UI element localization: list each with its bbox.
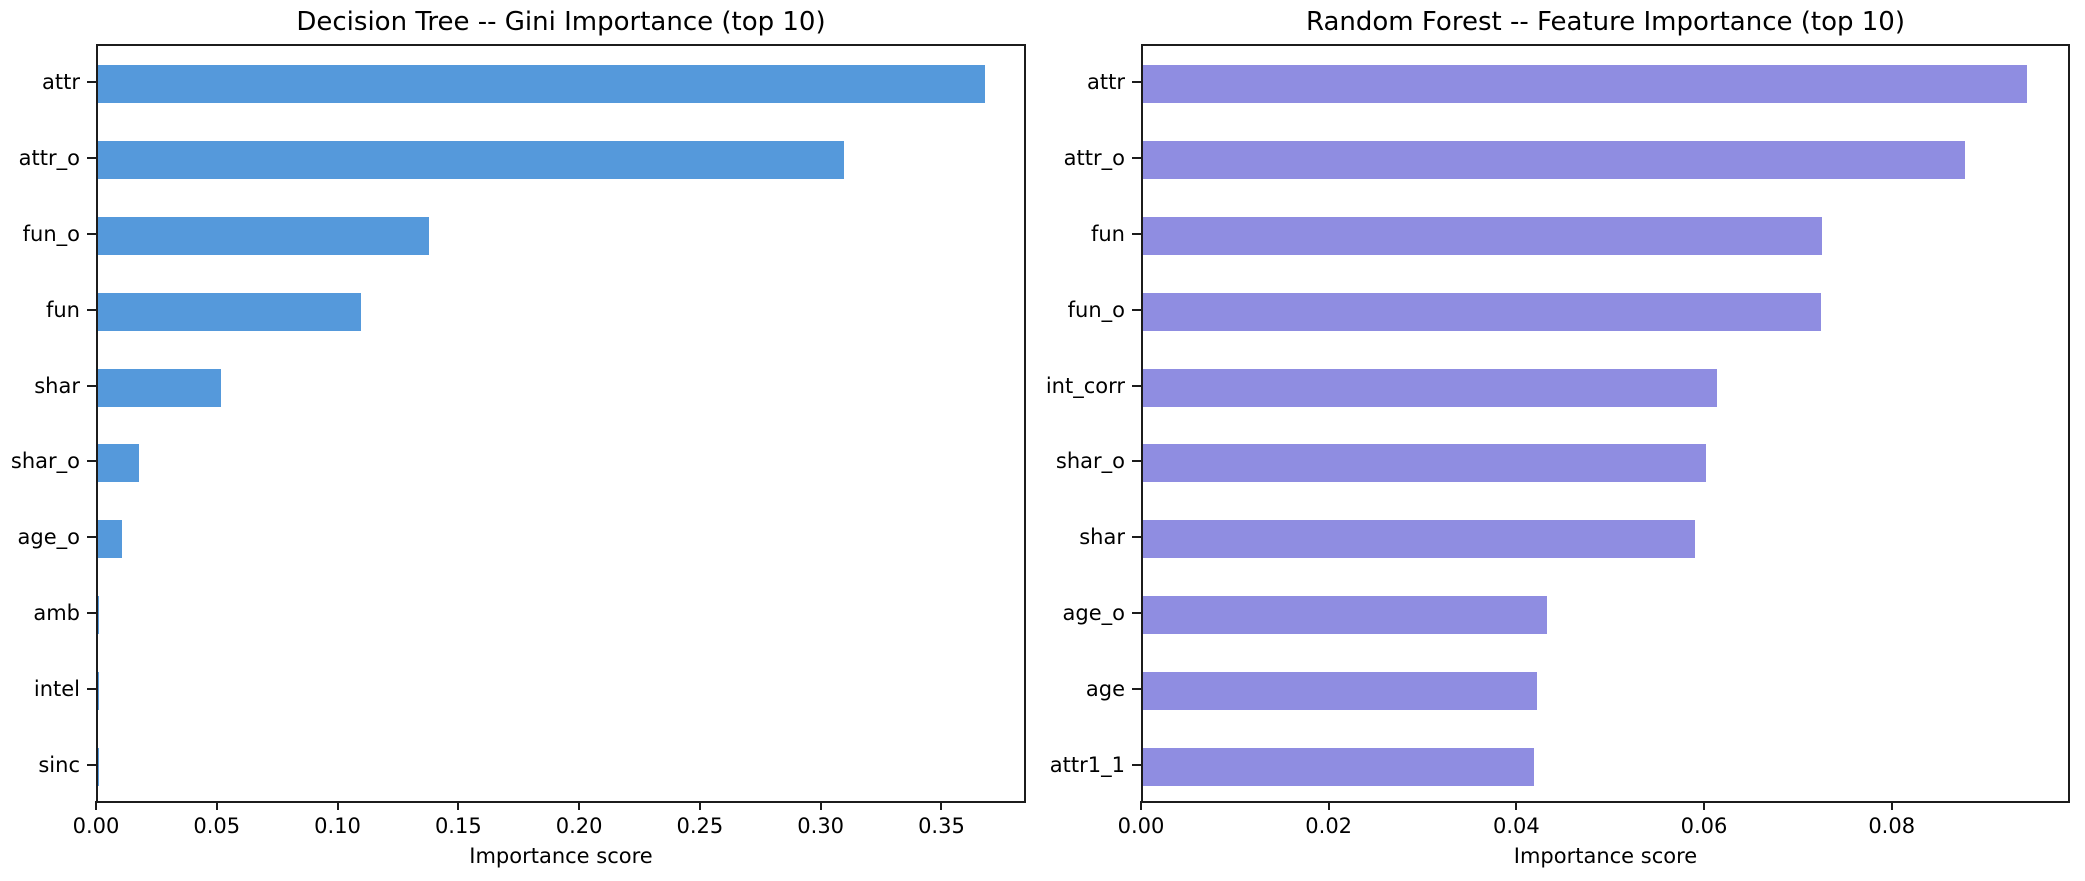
x-tick-label: 0.20 (555, 814, 603, 838)
y-tick-label: age (1085, 677, 1125, 702)
bar-attr1_1 (1143, 748, 1535, 787)
y-tick-mark (1132, 384, 1141, 387)
y-tick-label: shar (34, 373, 80, 398)
bar-int_corr (1143, 368, 1718, 407)
x-tick-label: 0.35 (918, 814, 965, 838)
chart-title: Decision Tree -- Gini Importance (top 10… (296, 7, 826, 37)
bar-attr_o (98, 140, 845, 179)
y-tick-mark (87, 688, 96, 691)
bar-shar (98, 368, 222, 407)
y-tick-label: fun_o (1067, 297, 1125, 322)
y-tick-mark (87, 308, 96, 311)
y-tick-label: shar_o (10, 449, 80, 474)
y-tick-label: attr1_1 (1049, 753, 1125, 778)
x-tick-mark (457, 801, 460, 810)
x-tick-mark (1327, 801, 1330, 810)
y-tick-mark (87, 536, 96, 539)
x-tick-mark (698, 801, 701, 810)
y-tick-mark (87, 764, 96, 767)
x-tick-label: 0.25 (676, 814, 724, 838)
x-tick-label: 0.05 (193, 814, 241, 838)
bar-age (1143, 672, 1538, 711)
y-tick-label: fun (1090, 221, 1125, 246)
y-tick-label: shar_o (1055, 449, 1125, 474)
x-tick-mark (1515, 801, 1518, 810)
y-tick-label: amb (33, 601, 80, 626)
bar-age_o (98, 520, 123, 559)
y-tick-mark (1132, 612, 1141, 615)
x-tick-mark (1703, 801, 1706, 810)
y-tick-label: age_o (17, 525, 80, 550)
bar-fun_o (98, 216, 429, 255)
bar-intel (98, 672, 100, 711)
y-tick-mark (87, 80, 96, 83)
y-tick-mark (1132, 460, 1141, 463)
x-axis-label: Importance score (1513, 844, 1698, 868)
y-tick-label: intel (33, 677, 80, 702)
x-tick-label: 0.06 (1680, 814, 1728, 838)
y-tick-mark (1132, 308, 1141, 311)
y-tick-label: fun_o (22, 221, 80, 246)
y-tick-mark (87, 232, 96, 235)
bar-age_o (1143, 596, 1548, 635)
x-tick-mark (1890, 801, 1893, 810)
y-tick-label: attr_o (18, 145, 80, 170)
bar-sinc (98, 748, 100, 787)
y-tick-mark (1132, 688, 1141, 691)
y-tick-mark (87, 384, 96, 387)
bar-attr (1143, 64, 2027, 103)
x-tick-label: 0.08 (1868, 814, 1916, 838)
y-tick-mark (1132, 764, 1141, 767)
y-tick-label: shar (1079, 525, 1125, 550)
y-tick-mark (1132, 536, 1141, 539)
y-tick-label: attr (42, 69, 80, 94)
y-tick-label: int_corr (1045, 373, 1125, 398)
bar-attr (98, 64, 985, 103)
x-tick-label: 0.02 (1305, 814, 1353, 838)
bar-fun (98, 292, 362, 331)
y-tick-label: attr_o (1063, 145, 1125, 170)
x-tick-label: 0.30 (797, 814, 845, 838)
x-tick-label: 0.04 (1492, 814, 1540, 838)
x-tick-mark (819, 801, 822, 810)
bar-attr_o (1143, 140, 1966, 179)
chart-title: Random Forest -- Feature Importance (top… (1305, 7, 1905, 37)
y-tick-mark (1132, 80, 1141, 83)
x-tick-mark (336, 801, 339, 810)
y-tick-label: attr (1087, 69, 1125, 94)
x-tick-label: 0.15 (434, 814, 482, 838)
bar-fun (1143, 216, 1823, 255)
x-tick-mark (1140, 801, 1142, 810)
x-axis-label: Importance score (469, 844, 653, 868)
bar-fun_o (1143, 292, 1821, 331)
x-tick-mark (95, 801, 97, 810)
y-tick-label: age_o (1062, 601, 1125, 626)
bar-amb (98, 596, 100, 635)
y-tick-mark (1132, 232, 1141, 235)
x-tick-mark (940, 801, 943, 810)
x-tick-mark (578, 801, 581, 810)
bar-shar_o (98, 444, 140, 483)
y-tick-mark (1132, 156, 1141, 159)
x-tick-label: 0.00 (72, 814, 120, 838)
y-tick-mark (87, 156, 96, 159)
y-tick-mark (87, 460, 96, 463)
x-tick-label: 0.10 (314, 814, 361, 838)
x-tick-mark (215, 801, 218, 810)
x-tick-label: 0.00 (1117, 814, 1165, 838)
y-tick-label: sinc (38, 753, 80, 778)
bar-shar (1143, 520, 1695, 559)
y-tick-label: fun (45, 297, 80, 322)
bar-shar_o (1143, 444, 1707, 483)
y-tick-mark (87, 612, 96, 615)
